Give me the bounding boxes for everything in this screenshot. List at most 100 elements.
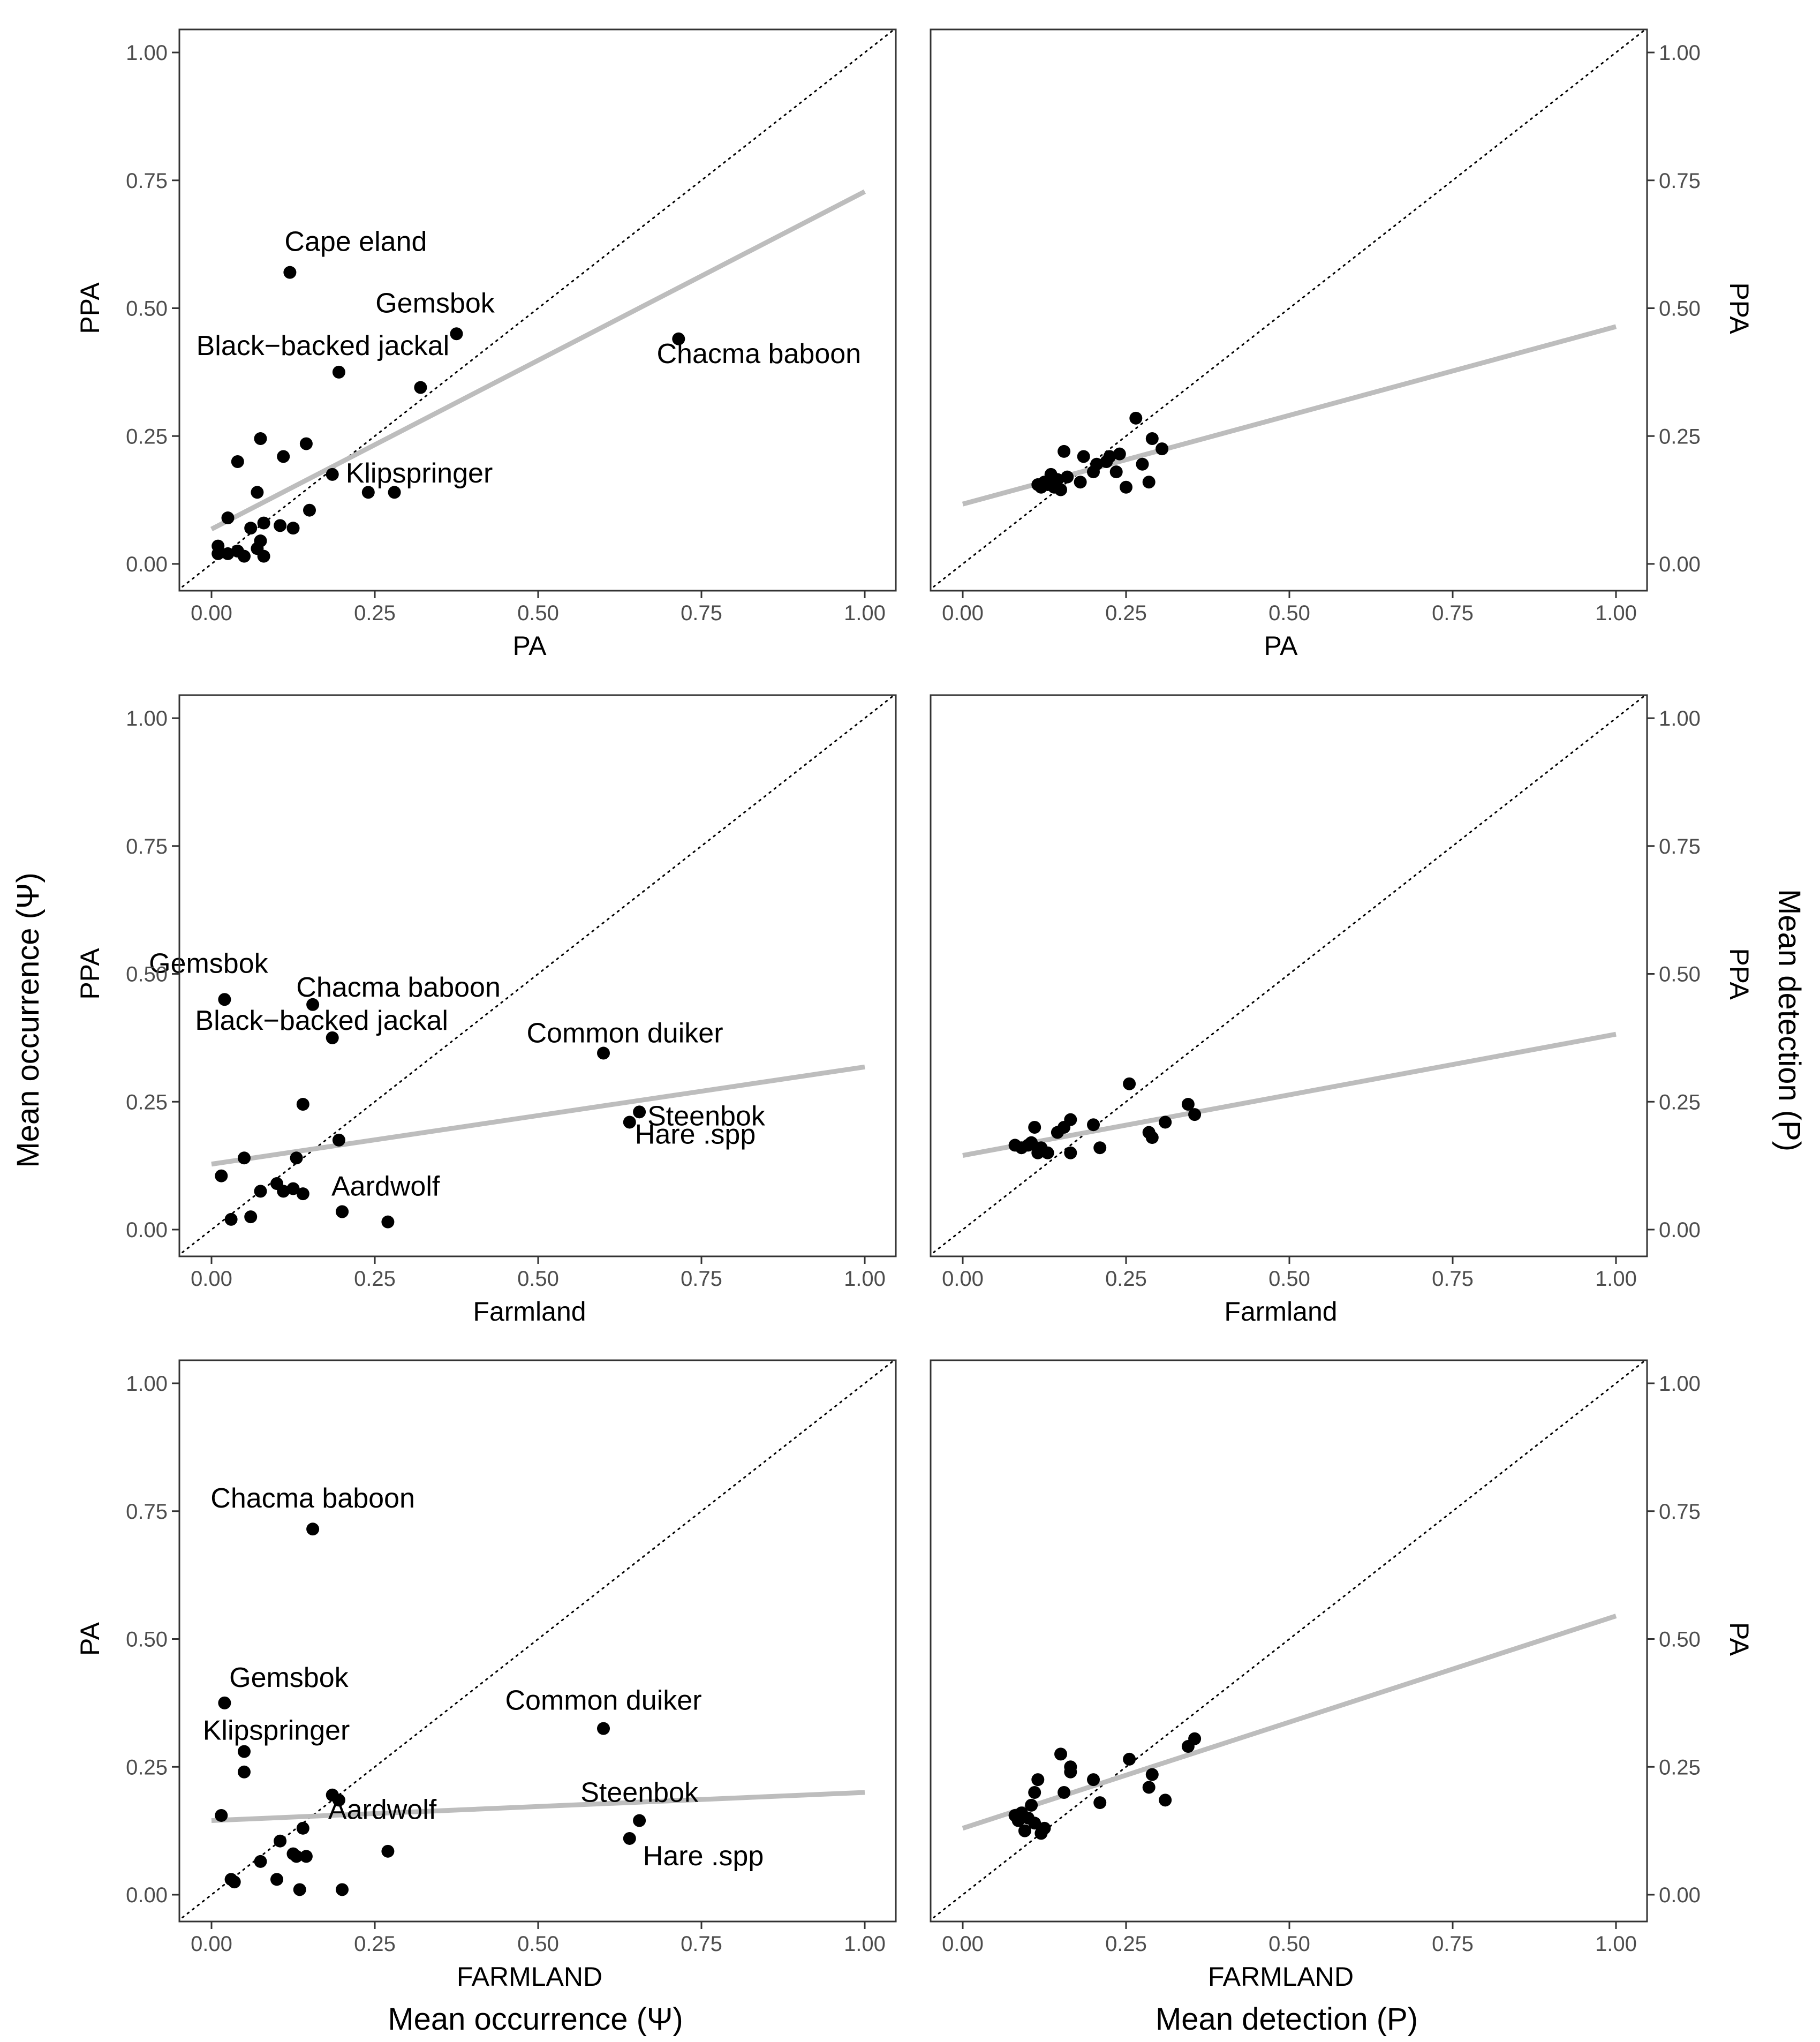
- y-tick-label: 0.50: [1659, 1628, 1701, 1652]
- identity-line: [931, 695, 1647, 1256]
- data-point: [221, 511, 235, 525]
- x-tick-label: 0.25: [1105, 601, 1147, 625]
- data-point: [286, 522, 300, 535]
- identity-line: [931, 29, 1647, 590]
- x-tick-label: 0.00: [191, 1932, 232, 1956]
- data-point: [286, 1182, 300, 1195]
- data-point: [218, 1696, 231, 1709]
- panel-frame: [178, 694, 897, 1257]
- x-tick-label: 1.00: [1595, 601, 1637, 625]
- data-point: [326, 468, 339, 481]
- y-axis-title: PPA: [75, 282, 105, 334]
- point-label: Aardwolf: [328, 1794, 437, 1825]
- y-tick-label: 0.75: [126, 169, 168, 193]
- x-tick-label: 0.75: [1432, 1932, 1474, 1956]
- panel-frame: [930, 28, 1648, 592]
- x-tick-label: 0.00: [942, 601, 984, 625]
- panel-occ-farm-pa: Chacma baboon Gemsbok Klipspringer Common d…: [75, 1359, 897, 1992]
- data-point: [597, 1722, 610, 1735]
- data-point: [1018, 1824, 1031, 1837]
- data-point: [277, 450, 290, 463]
- y-tick-label: 0.00: [1659, 553, 1701, 576]
- x-tick-label: 1.00: [1595, 1932, 1637, 1956]
- data-point: [1051, 473, 1064, 486]
- regression-line: [211, 1064, 865, 1167]
- data-point: [1156, 442, 1169, 456]
- point-label: Common duiker: [505, 1685, 701, 1716]
- data-point: [326, 1031, 339, 1044]
- y-tick-label: 0.75: [1659, 835, 1701, 858]
- x-axis-title: PA: [1264, 631, 1298, 661]
- data-point: [1142, 476, 1156, 489]
- x-axis-title: FARMLAND: [1208, 1962, 1354, 1992]
- data-point: [1113, 447, 1126, 461]
- data-point: [1145, 432, 1159, 446]
- data-point: [299, 437, 313, 450]
- data-point: [238, 1745, 251, 1758]
- regression-line: [211, 1790, 865, 1824]
- data-point: [1061, 470, 1074, 484]
- x-tick-label: 0.00: [191, 601, 232, 625]
- data-point: [228, 1875, 241, 1889]
- data-point: [633, 1105, 646, 1119]
- data-point: [1159, 1794, 1172, 1807]
- data-point: [623, 1832, 636, 1845]
- x-axis-title: Farmland: [1224, 1297, 1337, 1327]
- x-tick-label: 0.00: [191, 1267, 232, 1291]
- x-tick-label: 0.50: [1268, 601, 1310, 625]
- data-point: [274, 519, 287, 532]
- plot-area: [179, 1360, 896, 1921]
- y-tick-label: 0.75: [126, 1500, 168, 1524]
- panels: Klipspringer Black−backed jackal Gemsbok Ca…: [75, 28, 1754, 1992]
- data-point: [1181, 1098, 1195, 1111]
- data-point: [1136, 457, 1149, 471]
- x-tick-label: 0.75: [681, 601, 722, 625]
- data-point: [1028, 1817, 1041, 1830]
- x-axis-title: Farmland: [473, 1297, 586, 1327]
- y-tick-label: 0.25: [1659, 1090, 1701, 1114]
- point-label: Klipspringer: [346, 458, 493, 489]
- data-point: [1041, 1146, 1054, 1159]
- y-axis-title: PPA: [1724, 282, 1754, 334]
- data-point: [1064, 1113, 1077, 1126]
- data-point: [332, 1133, 345, 1147]
- point-label: Hare .spp: [643, 1841, 764, 1872]
- data-point: [238, 1765, 251, 1779]
- x-tick-label: 1.00: [844, 601, 886, 625]
- data-point: [1058, 1786, 1071, 1799]
- data-point: [277, 1185, 290, 1198]
- panel-det-farm-pa: 0.00 0.25 0.50 0.75 1.00 0.00 0.25 0.50 0.75 1.00…: [930, 1359, 1754, 1992]
- x-tick-label: 0.50: [517, 601, 559, 625]
- y-tick-label: 0.25: [1659, 425, 1701, 448]
- x-tick-label: 0.75: [681, 1932, 722, 1956]
- point-label: Gemsbok: [375, 288, 495, 319]
- data-point: [1145, 1131, 1159, 1144]
- y-tick-label: 0.50: [126, 297, 168, 321]
- y-tick-label: 1.00: [1659, 1372, 1701, 1396]
- identity-line: [179, 1360, 896, 1921]
- data-point: [290, 1151, 303, 1165]
- x-tick-label: 0.50: [517, 1932, 559, 1956]
- data-point: [293, 1883, 306, 1896]
- data-point: [1109, 465, 1123, 479]
- data-point: [1074, 476, 1087, 489]
- data-point: [1129, 411, 1143, 425]
- data-point: [414, 381, 427, 394]
- right-outer-label: Mean detection (P): [1772, 889, 1807, 1151]
- data-point: [1064, 1765, 1077, 1779]
- data-point: [1090, 457, 1104, 471]
- x-tick-label: 0.50: [1268, 1932, 1310, 1956]
- data-point: [332, 1794, 345, 1807]
- data-point: [336, 1883, 349, 1896]
- data-point: [1028, 1786, 1041, 1799]
- y-tick-label: 1.00: [126, 707, 168, 730]
- data-point: [1028, 1121, 1041, 1134]
- data-point: [212, 539, 225, 553]
- data-point: [1064, 1146, 1077, 1159]
- identity-line: [179, 29, 896, 590]
- data-point: [296, 1187, 309, 1201]
- y-tick-label: 0.00: [1659, 1883, 1701, 1907]
- plot-area: [179, 695, 896, 1256]
